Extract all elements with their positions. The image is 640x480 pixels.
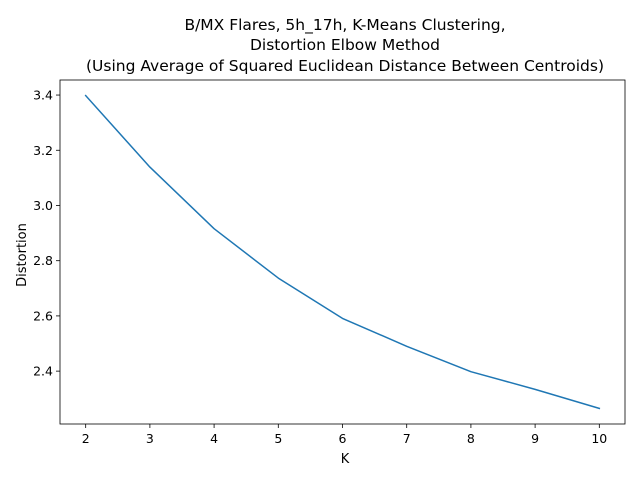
chart-title-line-2: Distortion Elbow Method <box>250 36 440 54</box>
y-tick-label-2: 2.8 <box>33 253 53 268</box>
x-tick-label-0: 2 <box>82 431 90 446</box>
x-tick-label-4: 6 <box>339 431 347 446</box>
y-tick-label-3: 3.0 <box>33 198 53 213</box>
x-tick-label-6: 8 <box>467 431 475 446</box>
x-axis-label: K <box>341 452 350 467</box>
x-tick-label-5: 7 <box>403 431 411 446</box>
y-tick-label-1: 2.6 <box>33 308 53 323</box>
y-tick-label-0: 2.4 <box>33 364 53 379</box>
y-tick-label-5: 3.4 <box>33 88 53 103</box>
x-tick-label-7: 9 <box>531 431 539 446</box>
series-line <box>84 94 601 410</box>
chart-title-line-3: (Using Average of Squared Euclidean Dist… <box>86 57 604 75</box>
y-tick-label-4: 3.2 <box>33 143 53 158</box>
chart-title-line-1: B/MX Flares, 5h_17h, K-Means Clustering, <box>184 16 505 35</box>
x-tick-label-8: 10 <box>591 431 607 446</box>
x-tick-label-1: 3 <box>146 431 154 446</box>
chart-title: B/MX Flares, 5h_17h, K-Means Clustering,… <box>86 16 604 75</box>
x-tick-label-3: 5 <box>274 431 282 446</box>
plot-area: 2 3 4 5 6 7 8 9 10 2.4 2.6 2.8 3.0 3.2 3.4 <box>33 79 626 446</box>
x-tick-label-2: 4 <box>210 431 218 446</box>
y-axis-label: Distortion <box>15 223 30 287</box>
axes-frame <box>59 79 626 425</box>
